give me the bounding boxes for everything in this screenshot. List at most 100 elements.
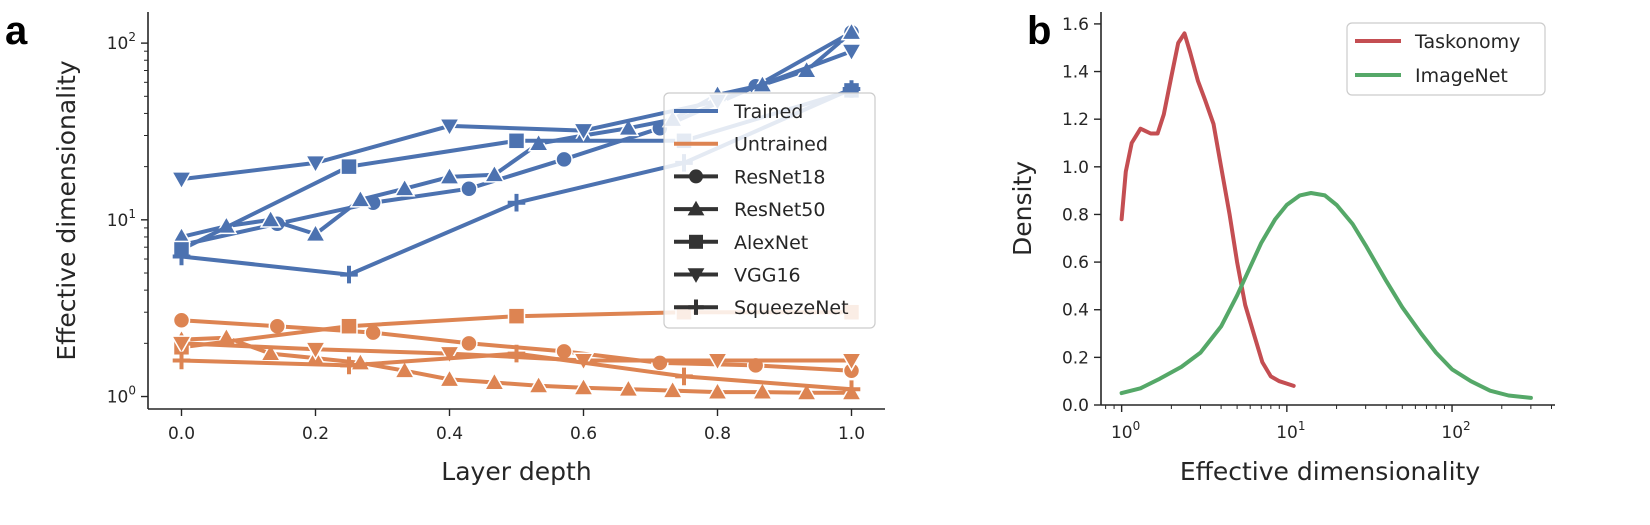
- x-tick-label-exp: 1: [1298, 419, 1306, 433]
- x-tick-label-base: 10: [1441, 423, 1463, 443]
- x-tick-label: 100: [1111, 419, 1140, 443]
- y-tick-label: 1.4: [1062, 63, 1089, 83]
- y-tick-label: 0.8: [1062, 205, 1089, 225]
- data-point: [340, 265, 358, 284]
- x-tick-label: 0.6: [570, 424, 597, 444]
- y-tick-label: 100: [107, 384, 136, 408]
- x-tick-label: 101: [1276, 419, 1305, 443]
- y-tick-label: 101: [107, 207, 136, 231]
- legend-label: Trained: [733, 101, 803, 123]
- data-point: [393, 177, 416, 197]
- data-point: [438, 165, 461, 185]
- panel-label-b: b: [1027, 9, 1051, 53]
- legend-label: SqueezeNet: [734, 297, 849, 319]
- y-tick-label: 102: [107, 30, 136, 54]
- data-point: [706, 352, 729, 372]
- data-point: [483, 371, 506, 391]
- legend-label: ResNet18: [734, 166, 825, 188]
- x-tick-label: 0.8: [704, 424, 731, 444]
- x-tick-label: 102: [1441, 419, 1470, 443]
- x-tick-label-exp: 0: [1133, 419, 1141, 433]
- series-untrained-squeezenet: [172, 344, 861, 399]
- data-point: [393, 359, 416, 379]
- data-point: [340, 356, 358, 375]
- legend-b: Taskonomy ImageNet: [1346, 22, 1546, 96]
- data-point: [507, 307, 526, 325]
- data-point: [304, 223, 327, 243]
- y-tick-label: 1.0: [1062, 158, 1089, 178]
- data-point: [438, 368, 461, 388]
- y-tick-label: 1.6: [1062, 15, 1089, 35]
- legend-marker: [687, 268, 705, 283]
- y-tick-label-base: 10: [107, 34, 129, 54]
- legend-marker: [687, 200, 705, 216]
- y-axis-label: Effective dimensionality: [52, 60, 81, 361]
- y-tick-label: 0.2: [1062, 348, 1089, 368]
- data-point: [675, 367, 693, 386]
- data-point: [555, 150, 573, 169]
- series-line: [181, 30, 853, 239]
- data-point: [259, 342, 282, 362]
- y-tick-label-exp: 0: [128, 384, 136, 398]
- x-tick-label: 1.0: [838, 424, 865, 444]
- legend-a: Trained Untrained ResNet18 ResNet50 AlexNet V…: [663, 92, 876, 329]
- x-tick-label-exp: 2: [1463, 419, 1471, 433]
- data-point: [172, 311, 191, 330]
- y-tick-label: 1.2: [1062, 110, 1089, 130]
- data-point: [340, 317, 358, 335]
- data-point: [349, 188, 372, 208]
- data-point: [340, 157, 358, 176]
- data-point: [842, 380, 861, 399]
- data-point: [706, 380, 729, 401]
- data-point: [795, 381, 818, 401]
- data-point: [304, 154, 327, 174]
- data-point: [572, 376, 595, 396]
- y-tick-label: 0.6: [1062, 253, 1089, 273]
- density-line-taskonomy: [1119, 31, 1296, 388]
- legend-label: Untrained: [734, 134, 828, 156]
- data-point: [438, 117, 461, 138]
- legend-label: ImageNet: [1415, 65, 1508, 87]
- data-point: [304, 341, 327, 361]
- data-point: [661, 379, 684, 399]
- series-line: [181, 335, 852, 395]
- data-point: [268, 317, 287, 335]
- data-point: [617, 378, 640, 398]
- x-axis-label: Effective dimensionality: [1180, 457, 1481, 486]
- data-point: [617, 117, 640, 137]
- data-point: [483, 163, 506, 183]
- data-point: [840, 21, 863, 41]
- density-line-imagenet: [1119, 191, 1533, 400]
- data-point: [172, 247, 191, 266]
- data-point: [840, 43, 863, 63]
- y-axis-label: Density: [1008, 161, 1037, 256]
- data-point: [507, 344, 526, 363]
- data-point: [507, 132, 526, 150]
- x-tick-label-base: 10: [1276, 423, 1298, 443]
- x-tick-label: 0.2: [302, 424, 329, 444]
- data-point: [172, 351, 191, 370]
- y-tick-label-exp: 2: [128, 30, 136, 44]
- data-point: [751, 380, 774, 401]
- series-untrained-resnet50: [170, 326, 863, 401]
- y-tick-label: 0.0: [1062, 396, 1089, 416]
- y-tick-label: 0.4: [1062, 301, 1089, 321]
- legend-marker: [688, 299, 704, 315]
- y-tick-label-exp: 1: [128, 207, 136, 221]
- legend-box: [663, 92, 876, 329]
- legend-marker: [689, 169, 703, 184]
- data-point: [651, 354, 669, 372]
- x-axis-label: Layer depth: [441, 457, 591, 486]
- x-tick-label: 0.4: [436, 424, 463, 444]
- data-point: [460, 179, 478, 198]
- data-point: [259, 208, 282, 228]
- legend-marker: [689, 234, 703, 249]
- x-tick-label: 0.0: [168, 424, 195, 444]
- data-point: [555, 342, 573, 361]
- data-point: [507, 193, 526, 212]
- data-point: [438, 345, 461, 365]
- data-point: [572, 122, 595, 142]
